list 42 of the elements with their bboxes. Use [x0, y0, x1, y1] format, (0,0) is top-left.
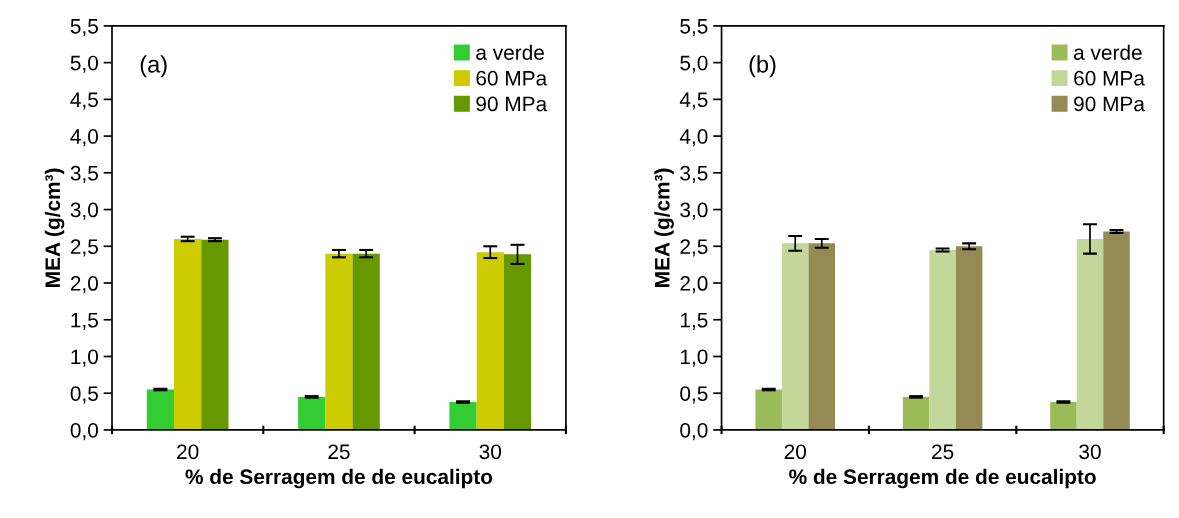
legend-label: 60 MPa — [476, 70, 548, 86]
x-tick-label: 20 — [784, 444, 807, 460]
y-axis-title: MEA (g/cm³) — [44, 168, 65, 287]
x-axis-title: % de Serragem de de eucalipto — [789, 468, 1096, 489]
y-tick-label: 5,5 — [680, 19, 708, 37]
y-tick-label: 2,5 — [70, 239, 98, 257]
y-tick-label: 3,5 — [680, 165, 708, 184]
y-tick-label: 5,0 — [70, 55, 98, 73]
y-tick-label: 1,0 — [680, 349, 708, 367]
y-tick-label: 1,5 — [680, 312, 708, 330]
x-axis-title: % de Serragem de de eucalipto — [185, 468, 493, 489]
y-tick-label: 5,0 — [680, 55, 708, 73]
y-tick-label: 4,5 — [70, 92, 98, 110]
y-tick-label: 2,5 — [680, 239, 708, 257]
y-tick-label: 1,5 — [71, 312, 98, 330]
x-tick-label: 30 — [479, 444, 502, 460]
annotation: (b) — [749, 55, 776, 78]
x-tick-label: 25 — [932, 444, 954, 460]
y-tick-label: 0,0 — [70, 422, 98, 441]
legend-label: 90 MPa — [476, 96, 548, 112]
y-tick-label: 4,5 — [679, 92, 708, 110]
x-tick-label: 20 — [177, 444, 199, 460]
y-tick-label: 1,0 — [71, 349, 98, 367]
y-tick-label: 3,5 — [70, 165, 98, 184]
y-tick-label: 0,5 — [70, 386, 98, 404]
y-tick-label: 3,0 — [680, 202, 708, 220]
x-tick-label: 25 — [328, 444, 350, 460]
annotation: (a) — [140, 55, 167, 78]
y-tick-label: 0,5 — [680, 386, 708, 404]
y-tick-label: 0,0 — [680, 422, 708, 441]
y-tick-label: 4,0 — [70, 129, 98, 147]
y-axis-title: MEA (g/cm³) — [654, 168, 674, 287]
legend-label: a verde — [1074, 44, 1142, 60]
y-tick-label: 4,0 — [679, 129, 708, 147]
y-tick-label: 5,5 — [70, 19, 98, 37]
legend-label: 90 MPa — [1074, 96, 1145, 112]
x-tick-label: 30 — [1079, 444, 1101, 460]
legend-label: a verde — [476, 44, 544, 60]
legend-label: 60 MPa — [1074, 70, 1145, 86]
y-tick-label: 3,0 — [70, 202, 98, 220]
y-tick-label: 2,0 — [70, 276, 98, 294]
y-tick-label: 2,0 — [680, 276, 708, 294]
